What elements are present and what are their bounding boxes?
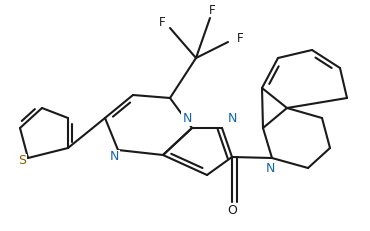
Text: N: N xyxy=(109,151,119,164)
Text: N: N xyxy=(182,112,192,125)
Text: O: O xyxy=(227,204,237,218)
Text: F: F xyxy=(159,16,165,30)
Text: F: F xyxy=(237,33,243,46)
Text: S: S xyxy=(18,155,26,167)
Text: N: N xyxy=(227,112,237,125)
Text: F: F xyxy=(209,3,215,16)
Text: N: N xyxy=(265,161,275,174)
